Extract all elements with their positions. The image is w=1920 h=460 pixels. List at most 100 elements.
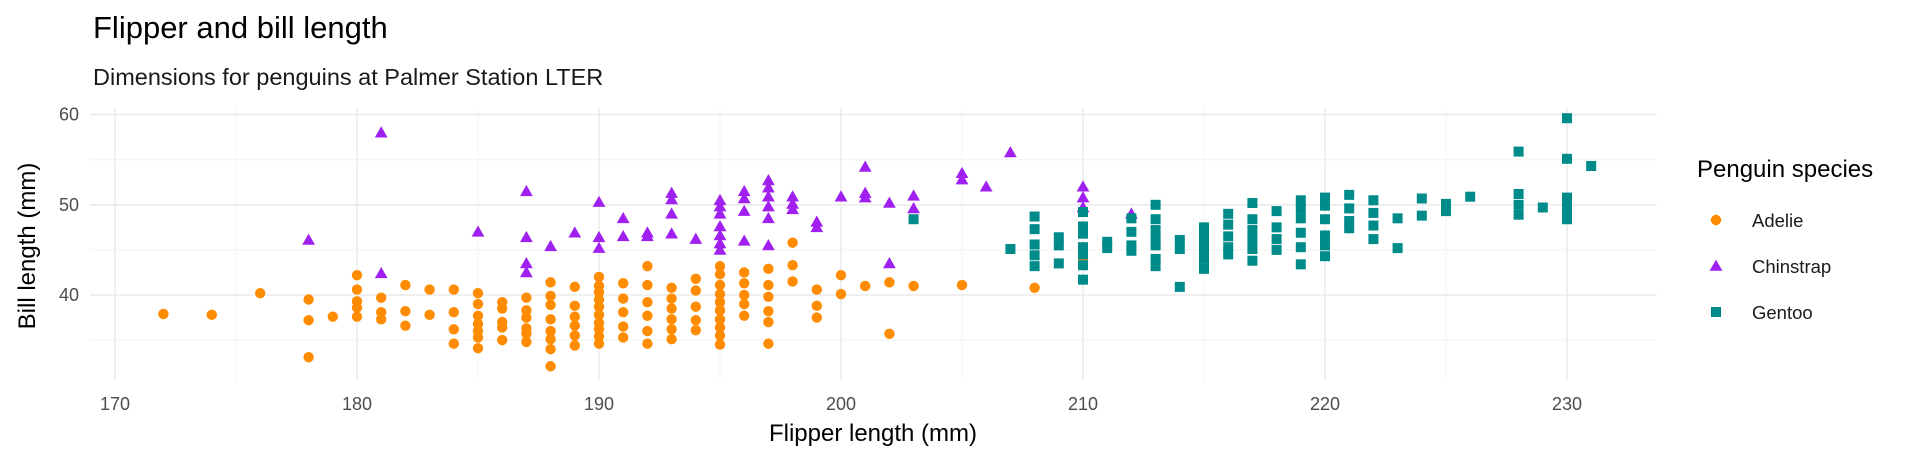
gentoo-point — [1005, 243, 1016, 254]
adelie-point — [351, 284, 363, 295]
gentoo-point — [1465, 191, 1476, 202]
gentoo-point — [1416, 210, 1427, 221]
legend: Penguin species Adelie Chinstrap Gentoo — [1697, 156, 1873, 323]
gentoo-point — [1053, 240, 1064, 251]
chinstrap-point — [834, 190, 848, 202]
x-tick-label: 210 — [1068, 394, 1098, 414]
legend-item-adelie: Adelie — [1710, 210, 1803, 231]
adelie-point — [521, 292, 532, 303]
gentoo-point — [1392, 243, 1403, 254]
gentoo-point — [1150, 253, 1161, 264]
gentoo-point — [1295, 195, 1306, 206]
adelie-point — [666, 282, 677, 293]
adelie-point — [376, 306, 387, 318]
gentoo-point — [1150, 214, 1161, 225]
adelie-point — [763, 338, 774, 349]
adelie-point — [497, 322, 508, 333]
x-tick-label: 190 — [584, 394, 614, 414]
adelie-point — [763, 306, 774, 317]
chart-subtitle: Dimensions for penguins at Palmer Statio… — [93, 64, 603, 90]
gentoo-point — [1368, 195, 1379, 206]
gentoo-point — [1247, 214, 1258, 225]
chinstrap-point — [713, 200, 727, 212]
chinstrap-point — [592, 230, 606, 243]
adelie-point — [642, 297, 653, 308]
chinstrap-point — [858, 191, 872, 203]
chinstrap-point — [374, 266, 388, 279]
chinstrap-point — [737, 204, 751, 216]
adelie-point — [569, 281, 580, 293]
adelie-point — [593, 309, 605, 321]
chinstrap-point — [762, 181, 775, 193]
adelie-point — [376, 292, 387, 303]
adelie-point — [787, 276, 798, 287]
adelie-point — [642, 325, 653, 337]
chinstrap-point — [762, 174, 775, 186]
adelie-point — [545, 325, 556, 337]
gentoo-point — [1320, 251, 1330, 262]
legend-label: Adelie — [1752, 210, 1803, 231]
adelie-point — [642, 310, 653, 321]
gentoo-point — [1223, 208, 1234, 219]
adelie-point — [545, 290, 556, 302]
gentoo-point — [1320, 214, 1330, 225]
adelie-point — [424, 284, 435, 295]
adelie-point — [739, 310, 750, 321]
adelie-point — [521, 305, 532, 316]
adelie-point — [642, 260, 653, 272]
adelie-point — [739, 278, 750, 289]
gentoo-point — [1247, 197, 1258, 208]
adelie-point — [472, 287, 484, 299]
adelie-point — [666, 314, 677, 325]
gentoo-point — [1368, 207, 1379, 218]
gentoo-point — [1295, 227, 1306, 238]
gentoo-point — [1174, 234, 1185, 245]
gentoo-point — [1344, 203, 1355, 214]
adelie-point — [400, 306, 411, 317]
chinstrap-point — [1076, 191, 1090, 203]
gentoo-point — [1223, 242, 1234, 253]
adelie-point — [618, 293, 629, 304]
gentoo-point — [1320, 240, 1330, 251]
legend-item-gentoo: Gentoo — [1711, 302, 1813, 323]
y-tick-label: 50 — [59, 195, 79, 215]
chinstrap-point — [762, 200, 775, 212]
legend-title: Penguin species — [1697, 156, 1873, 183]
adelie-point — [569, 300, 580, 312]
gentoo-point — [1029, 250, 1040, 261]
chinstrap-point — [713, 193, 727, 206]
gentoo-point — [1223, 219, 1234, 230]
chinstrap-point — [979, 180, 993, 192]
gentoo-point — [1078, 242, 1088, 253]
adelie-point — [593, 331, 605, 342]
chinstrap-point — [737, 192, 751, 204]
gentoo-point — [1392, 213, 1403, 224]
adelie-point — [545, 343, 556, 355]
adelie-point — [763, 279, 774, 291]
adelie-point — [497, 303, 508, 314]
adelie-point — [569, 311, 580, 322]
adelie-point — [448, 324, 459, 335]
gentoo-point — [1150, 199, 1161, 210]
legend-item-chinstrap: Chinstrap — [1709, 256, 1831, 277]
adelie-point — [327, 311, 338, 322]
gentoo-point — [1199, 253, 1209, 264]
adelie-point — [835, 269, 847, 281]
adelie-point — [545, 277, 556, 288]
chinstrap-point — [762, 211, 775, 224]
adelie-point — [351, 302, 363, 313]
series-adelie — [158, 237, 1089, 372]
y-axis-title: Bill length (mm) — [14, 163, 41, 330]
chinstrap-point — [665, 207, 678, 219]
adelie-point — [690, 273, 701, 284]
chinstrap-point — [713, 237, 727, 249]
gentoo-point — [1562, 207, 1572, 218]
gentoo-point — [1368, 220, 1379, 231]
adelie-point — [593, 271, 605, 283]
gentoo-point — [1126, 245, 1137, 256]
gentoo-point — [1199, 222, 1209, 233]
gentoo-point — [1271, 234, 1282, 245]
gentoo-point — [1320, 200, 1330, 211]
adelie-point — [618, 321, 629, 332]
